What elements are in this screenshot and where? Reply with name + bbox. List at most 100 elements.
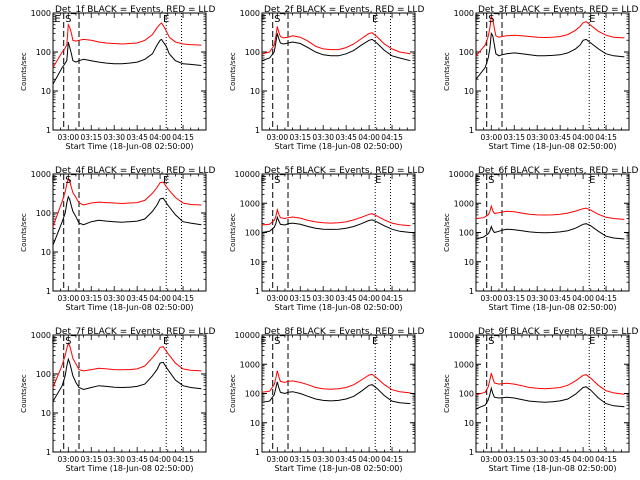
marker-label-e-start: E <box>474 14 480 25</box>
marker-label-e-start: E <box>260 336 266 347</box>
x-tick-label: 03:15 <box>289 294 311 303</box>
y-tick-label: 1000 <box>454 360 474 369</box>
y-axis-label: Counts/sec <box>443 213 451 252</box>
panel-4: Det_4f BLACK = Events, RED = LLD 1 10 100 10… <box>20 166 215 312</box>
x-tick-label: 03:15 <box>80 294 102 303</box>
panel-2: Det_2f BLACK = Events, RED = LLD 1 10 100 10… <box>229 5 424 151</box>
x-tick-label: 04:15 <box>172 133 194 142</box>
series-lld-line <box>261 26 411 55</box>
x-tick-label: 04:00 <box>149 455 171 464</box>
x-tick-label: 03:30 <box>526 133 548 142</box>
series-lld-line <box>475 204 625 220</box>
x-tick-label: 04:00 <box>572 294 594 303</box>
y-tick-label: 100 <box>459 229 474 238</box>
y-tick-label: 10 <box>41 409 51 418</box>
marker-label-e-start: E <box>54 14 60 25</box>
marker-label-e-end: E <box>372 14 378 25</box>
y-tick-label: 1000 <box>240 199 260 208</box>
x-tick-label: 03:15 <box>80 455 102 464</box>
marker-label-s: S <box>274 175 280 186</box>
x-tick-label: 03:30 <box>526 294 548 303</box>
y-tick-label: 10000 <box>449 331 474 340</box>
marker-label-e-start: E <box>51 175 57 186</box>
y-tick-label: 10 <box>464 258 474 267</box>
x-tick-label: 04:15 <box>595 294 617 303</box>
y-tick-label: 1 <box>46 287 51 296</box>
x-tick-label: 04:15 <box>381 294 403 303</box>
x-tick-label: 03:00 <box>480 294 502 303</box>
plot-frame <box>261 173 416 292</box>
series-events-line <box>261 215 411 233</box>
x-axis-label: Start Time (18-Jun-08 02:50:00) <box>66 142 194 151</box>
marker-label-s: S <box>65 175 71 186</box>
panel-3: Det_3f BLACK = Events, RED = LLD 1 10 100 10… <box>443 5 638 151</box>
y-tick-label: 1000 <box>240 9 260 18</box>
marker-label-e-end: E <box>589 175 595 186</box>
x-axis-label: Start Time (18-Jun-08 02:50:00) <box>275 142 403 151</box>
y-tick-label: 100 <box>36 209 51 218</box>
y-tick-label: 1 <box>255 287 260 296</box>
y-tick-label: 10 <box>250 258 260 267</box>
series-lld-line <box>475 15 625 57</box>
x-tick-label: 03:00 <box>57 133 79 142</box>
x-tick-label: 04:00 <box>358 455 380 464</box>
marker-label-e-end: E <box>589 336 595 347</box>
x-tick-label: 03:45 <box>549 294 571 303</box>
marker-label-s: S <box>488 175 494 186</box>
y-tick-label: 10 <box>41 248 51 257</box>
x-tick-label: 03:00 <box>57 294 79 303</box>
x-tick-label: 04:15 <box>172 294 194 303</box>
x-tick-label: 03:15 <box>289 133 311 142</box>
x-axis-label: Start Time (18-Jun-08 02:50:00) <box>66 303 194 312</box>
y-tick-label: 1 <box>255 126 260 135</box>
series-events-line <box>261 33 411 62</box>
x-tick-label: 03:45 <box>335 133 357 142</box>
y-tick-label: 100 <box>36 48 51 57</box>
x-axis-label: Start Time (18-Jun-08 02:50:00) <box>489 464 617 473</box>
y-tick-label: 1 <box>46 448 51 457</box>
x-tick-label: 03:45 <box>126 133 148 142</box>
x-tick-label: 03:45 <box>126 294 148 303</box>
x-tick-label: 03:15 <box>289 455 311 464</box>
y-axis-label: Counts/sec <box>443 374 451 413</box>
series-lld-line <box>475 372 625 396</box>
y-tick-label: 10 <box>250 87 260 96</box>
y-axis-label: Counts/sec <box>20 52 28 91</box>
panel-1: Det_1f BLACK = Events, RED = LLD 1 10 100 10… <box>20 5 215 151</box>
x-tick-label: 03:30 <box>312 455 334 464</box>
plot-frame <box>52 173 207 292</box>
panel-9: Det_9f BLACK = Events, RED = LLD 1 10 100 10… <box>443 327 638 473</box>
marker-label-e-start: E <box>474 175 480 186</box>
marker-label-s: S <box>274 336 280 347</box>
x-tick-label: 03:30 <box>526 455 548 464</box>
marker-label-e-start: E <box>260 175 266 186</box>
series-lld-line <box>52 177 202 227</box>
x-tick-label: 03:00 <box>266 133 288 142</box>
panel-6: Det_6f BLACK = Events, RED = LLD 1 10 100 10… <box>443 166 638 312</box>
x-tick-label: 03:00 <box>480 455 502 464</box>
panel-title: Det_3f BLACK = Events, RED = LLD <box>478 5 638 15</box>
series-events-line <box>261 381 411 405</box>
plot-frame <box>52 12 207 131</box>
marker-label-s: S <box>488 336 494 347</box>
marker-label-e-end: E <box>375 175 381 186</box>
y-tick-label: 1000 <box>31 9 51 18</box>
marker-label-e-end: E <box>163 336 169 347</box>
x-tick-label: 04:15 <box>595 133 617 142</box>
y-axis-label: Counts/sec <box>20 374 28 413</box>
y-tick-label: 10 <box>464 419 474 428</box>
x-tick-label: 03:45 <box>335 455 357 464</box>
series-events-line <box>52 357 202 402</box>
x-tick-label: 03:00 <box>480 133 502 142</box>
series-events-line <box>475 31 625 80</box>
series-events-line <box>52 195 202 246</box>
x-tick-label: 03:00 <box>57 455 79 464</box>
x-axis-label: Start Time (18-Jun-08 02:50:00) <box>275 303 403 312</box>
y-tick-label: 1000 <box>454 9 474 18</box>
series-lld-line <box>261 207 411 227</box>
y-tick-label: 100 <box>245 229 260 238</box>
y-tick-label: 1 <box>469 126 474 135</box>
y-tick-label: 10 <box>250 419 260 428</box>
panel-title: Det_9f BLACK = Events, RED = LLD <box>478 327 638 337</box>
x-tick-label: 03:45 <box>126 455 148 464</box>
